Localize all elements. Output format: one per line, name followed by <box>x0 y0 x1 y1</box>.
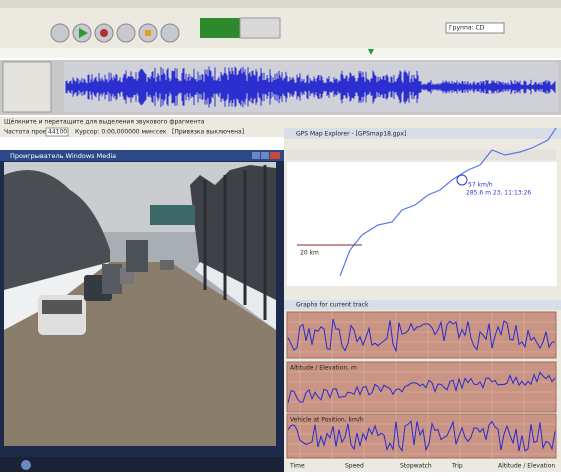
status-item: Trip <box>451 463 463 470</box>
device: Группа: CD <box>449 25 485 32</box>
window-title: GPS Map Explorer - [GPSmap18.gpx] <box>296 131 406 138</box>
status-item: Altitude / Elevation <box>498 463 555 470</box>
point-label: 285.6 m 23, 11:13:26 <box>466 190 531 197</box>
meter <box>240 18 280 38</box>
ruler <box>0 48 561 58</box>
map <box>287 162 557 286</box>
speed-label: 57 km/h <box>468 182 493 189</box>
graph-title: Altitude / Elevation, m <box>290 365 357 372</box>
cursor: Курсор: 0:00,000000 мин:сек <box>75 129 167 136</box>
play-button[interactable] <box>21 460 31 470</box>
menu-bar <box>0 0 561 8</box>
snap: [Привязка выключена] <box>172 129 244 136</box>
window-title: Проигрыватель Windows Media <box>10 152 116 160</box>
graphs-title: Graphs for current track <box>296 302 369 309</box>
window-buttons[interactable] <box>252 152 280 159</box>
scale-label: 20 km <box>300 250 319 257</box>
graph-panel <box>287 312 556 358</box>
status-item: Stopwatch <box>400 463 432 470</box>
rate-value: 44100 <box>48 129 67 136</box>
gps-toolbar <box>286 150 556 160</box>
status-text: Щёлкните и перетащите для выделения звук… <box>4 119 205 126</box>
track-panel <box>3 62 51 112</box>
status-item: Speed <box>345 463 364 470</box>
screen: Группа: CD Щёлкните и перетащите для выд… <box>0 0 561 472</box>
video-frame <box>4 162 276 446</box>
meter <box>200 18 240 38</box>
desktop: Группа: CD Щёлкните и перетащите для выд… <box>0 0 561 472</box>
status-item: Time <box>289 463 305 470</box>
player-controls[interactable] <box>0 457 284 472</box>
graph-title: Vehicle at Position, km/h <box>290 417 364 424</box>
